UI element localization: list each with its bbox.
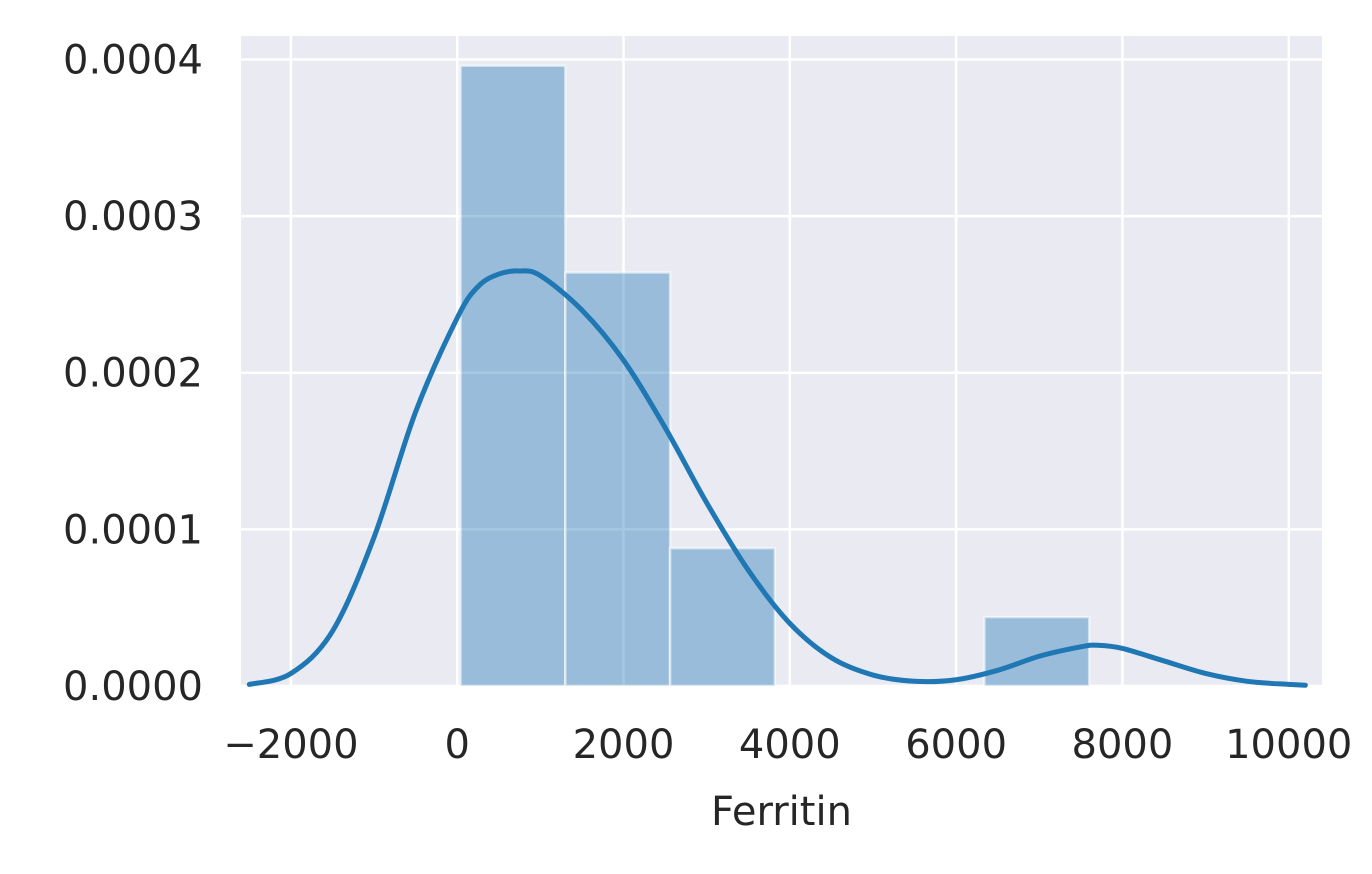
histogram-bar bbox=[983, 615, 1091, 688]
y-tick-label: 0.0000 bbox=[63, 664, 203, 710]
x-tick-label: 0 bbox=[444, 722, 469, 768]
x-axis-label: Ferritin bbox=[711, 789, 852, 835]
histogram-bar bbox=[668, 546, 777, 688]
y-tick-label: 0.0001 bbox=[63, 507, 203, 553]
x-tick-label: 4000 bbox=[739, 722, 841, 768]
x-tick-label: 10000 bbox=[1225, 722, 1352, 768]
x-tick-label: 6000 bbox=[905, 722, 1007, 768]
x-tick-label: −2000 bbox=[223, 722, 358, 768]
y-tick-label: 0.0002 bbox=[63, 351, 203, 397]
y-tick-label: 0.0004 bbox=[63, 37, 203, 83]
x-tick-label: 8000 bbox=[1072, 722, 1174, 768]
y-tick-label: 0.0003 bbox=[63, 194, 203, 240]
histogram-bar bbox=[564, 271, 672, 688]
kde-curve bbox=[246, 268, 1308, 688]
histogram-bars bbox=[459, 64, 1091, 688]
plot-background bbox=[241, 36, 1322, 686]
x-axis-ticks: −2000 0 2000 4000 6000 8000 10000 bbox=[223, 722, 1352, 768]
x-tick-label: 2000 bbox=[573, 722, 675, 768]
histogram-bar bbox=[459, 64, 567, 688]
y-axis-ticks: 0.0000 0.0001 0.0002 0.0003 0.0004 bbox=[63, 37, 203, 710]
grid-lines bbox=[241, 36, 1322, 688]
